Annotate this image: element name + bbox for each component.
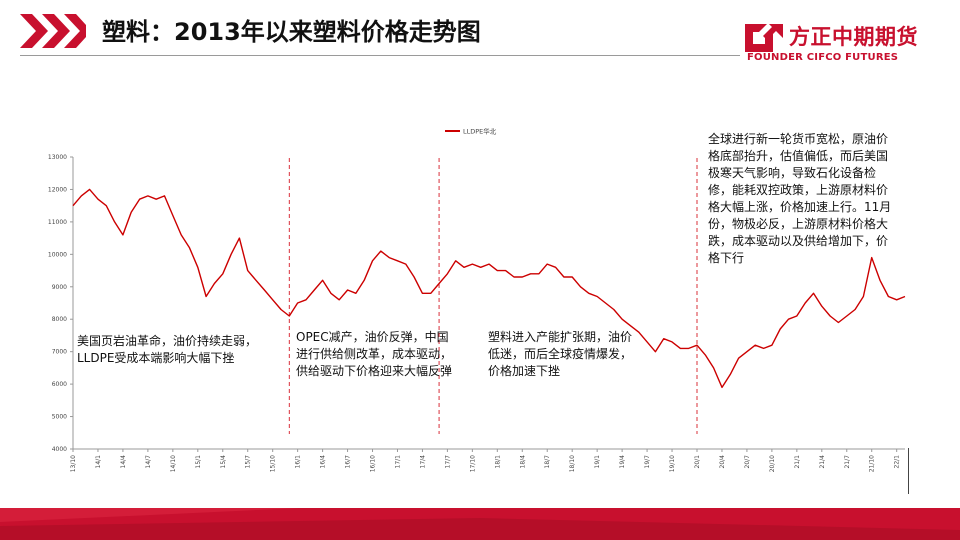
x-tick-label: 14/4 [120, 455, 127, 469]
series-line-lldpe [72, 188, 906, 389]
x-tick-label: 17/7 [444, 455, 451, 469]
y-tick-label: 10000 [48, 251, 67, 258]
title-underline [20, 55, 740, 56]
x-tick-label: 20/4 [719, 455, 726, 469]
x-tick-label: 15/1 [195, 455, 202, 469]
page-title: 塑料：2013年以来塑料价格走势图 [102, 18, 481, 46]
x-tick-label: 14/10 [170, 455, 177, 472]
x-tick-label: 21/1 [794, 455, 801, 469]
x-tick-label: 14/7 [145, 455, 152, 469]
header: 塑料：2013年以来塑料价格走势图 方正中期期货 FOUNDER CIFCO F… [0, 0, 960, 70]
x-tick-label: 20/1 [694, 455, 701, 469]
x-tick-label: 21/7 [844, 455, 851, 469]
x-tick-label: 19/7 [644, 455, 651, 469]
y-tick-label: 8000 [52, 316, 67, 323]
x-tick-label: 22/1 [894, 455, 901, 469]
x-tick-label: 16/10 [370, 455, 377, 472]
y-tick-label: 13000 [48, 154, 67, 161]
right-edge-mark [908, 448, 909, 494]
logo-mark-icon [745, 24, 783, 52]
annotation-period-1: 美国页岩油革命，油价持续走弱，LLDPE受成本端影响大幅下挫 [77, 334, 258, 365]
x-tick-label: 15/7 [245, 455, 252, 469]
logo-name-en: FOUNDER CIFCO FUTURES [747, 52, 899, 63]
x-tick-label: 19/10 [669, 455, 676, 472]
x-tick-label: 15/10 [270, 455, 277, 472]
legend-label: LLDPE华北 [463, 127, 497, 136]
y-tick-label: 4000 [52, 446, 67, 453]
x-tick-label: 20/7 [744, 455, 751, 469]
y-tick-label: 11000 [48, 219, 67, 226]
price-line-chart: 13000 12000 11000 10000 9000 8000 7000 6000 5000… [48, 127, 906, 472]
annotation-period-3: 塑料进入产能扩张期，油价低迷，而后全球疫情爆发，价格加速下挫 [488, 330, 633, 378]
chevron-logo-icon [20, 14, 86, 48]
x-tick-label: 19/1 [594, 455, 601, 469]
x-tick-label: 16/4 [320, 455, 327, 469]
x-tick-label: 17/10 [469, 455, 476, 472]
y-tick-label: 12000 [48, 186, 67, 193]
x-tick-label: 20/10 [769, 455, 776, 472]
x-tick-label: 15/4 [220, 455, 227, 469]
y-tick-label: 7000 [52, 349, 67, 356]
x-tick-label: 17/4 [419, 455, 426, 469]
x-tick-label: 21/4 [819, 455, 826, 469]
logo-name-cn: 方正中期期货 [789, 25, 918, 49]
company-logo: 方正中期期货 FOUNDER CIFCO FUTURES [745, 20, 945, 68]
x-tick-label: 18/1 [494, 455, 501, 469]
x-tick-label: 18/4 [519, 455, 526, 469]
x-tick-label: 16/7 [345, 455, 352, 469]
x-tick-label: 14/1 [95, 455, 102, 469]
x-tick-label: 17/1 [394, 455, 401, 469]
annotation-period-4: 全球进行新一轮货币宽松，原油价格底部抬升，估值偏低，而后美国极寒天气影响，导致石… [708, 132, 892, 265]
y-tick-label: 5000 [52, 414, 67, 421]
x-tick-label: 18/7 [544, 455, 551, 469]
x-tick-label: 13/10 [70, 455, 77, 472]
x-tick-label: 16/1 [295, 455, 302, 469]
x-tick-label: 19/4 [619, 455, 626, 469]
x-tick-label: 18/10 [569, 455, 576, 472]
y-tick-label: 9000 [52, 284, 67, 291]
footer-band [0, 508, 960, 540]
annotation-period-2: OPEC减产，油价反弹，中国进行供给侧改革，成本驱动，供给驱动下价格迎来大幅反弹 [296, 330, 453, 378]
x-tick-label: 21/10 [869, 455, 876, 472]
y-tick-label: 6000 [52, 381, 67, 388]
